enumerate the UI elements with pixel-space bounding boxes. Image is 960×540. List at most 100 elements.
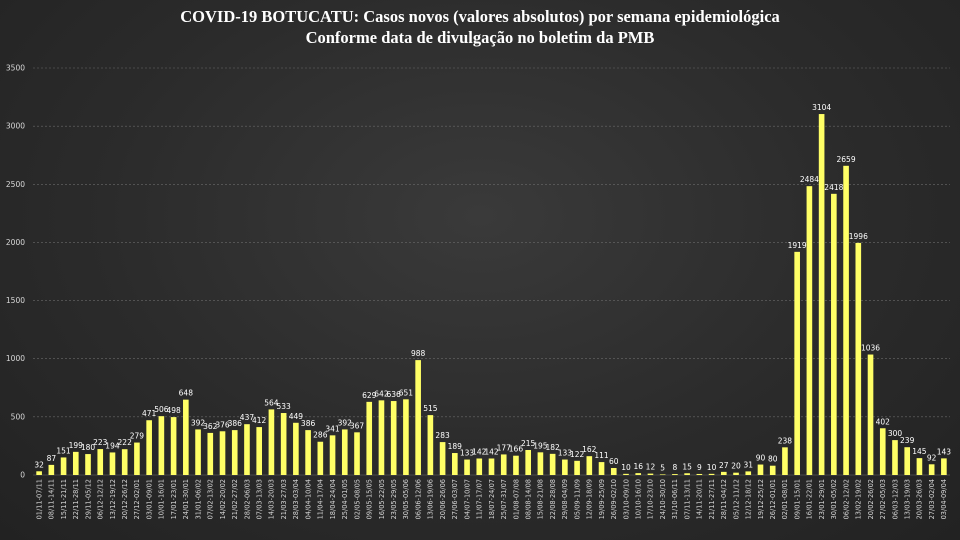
bar-value-label: 471	[142, 409, 157, 418]
bar	[782, 447, 788, 475]
bar-value-label: 988	[411, 349, 426, 358]
x-tick-label: 20/06-26/06	[439, 479, 447, 519]
x-tick-label: 25/04-01/05	[341, 479, 349, 519]
y-tick-label: 3500	[6, 64, 25, 73]
x-tick-label: 16/05-22/05	[378, 479, 386, 519]
x-tick-label: 08/08-14/08	[524, 479, 532, 519]
x-tick-label: 11/04-17/04	[317, 479, 325, 519]
bar-value-label: 189	[448, 442, 463, 451]
bar	[134, 442, 140, 475]
x-tick-label: 21/03-27/03	[280, 479, 288, 519]
y-tick-label: 500	[11, 412, 26, 421]
x-tick-label: 29/08-04/09	[561, 479, 569, 519]
bar-value-label: 367	[350, 421, 365, 430]
x-tick-label: 27/12-02/01	[133, 479, 141, 519]
bar-value-label: 194	[105, 441, 120, 450]
bar-value-label: 362	[203, 422, 218, 431]
bar	[183, 399, 189, 475]
bar	[280, 413, 287, 475]
bar	[684, 473, 690, 475]
x-tick-label: 06/06-12/06	[414, 479, 422, 519]
x-tick-label: 23/01-29/01	[818, 479, 826, 519]
bar-value-label: 143	[937, 447, 952, 456]
bar-value-label: 92	[927, 453, 937, 462]
bar	[390, 401, 397, 475]
chart-title: COVID-19 BOTUCATU: Casos novos (valores …	[180, 7, 780, 26]
bar	[843, 165, 849, 476]
bar-value-label: 177	[497, 443, 512, 452]
bar	[97, 449, 104, 475]
bar-value-label: 642	[374, 389, 389, 398]
x-tick-label: 07/03-13/03	[255, 479, 263, 519]
bar-value-label: 87	[47, 454, 57, 463]
bar-value-label: 412	[252, 416, 267, 425]
x-tick-label: 26/12-01/01	[769, 479, 777, 519]
bar	[537, 452, 544, 475]
x-tick-label: 12/12-18/12	[745, 479, 753, 519]
bar-value-label: 60	[609, 457, 619, 466]
x-tick-label: 13/12-19/12	[109, 479, 117, 519]
bar-value-label: 449	[289, 412, 304, 421]
bar	[610, 468, 617, 475]
bar	[427, 415, 434, 475]
bar	[513, 455, 519, 475]
bar-value-label: 300	[888, 429, 903, 438]
bar-value-label: 223	[93, 438, 108, 447]
x-tick-label: 12/09-18/09	[586, 479, 594, 519]
bar	[904, 447, 911, 475]
bar-value-label: 238	[778, 436, 793, 445]
bar	[769, 465, 776, 475]
bar-value-label: 195	[533, 441, 548, 450]
bar	[60, 457, 67, 475]
bar-value-label: 142	[484, 447, 499, 456]
x-tick-label: 18/07-24/07	[488, 479, 496, 519]
x-tick-label: 28/02-06/03	[243, 479, 251, 519]
bar	[855, 242, 862, 475]
bar-value-label: 636	[387, 390, 402, 399]
bar	[672, 474, 678, 475]
y-tick-label: 2500	[6, 180, 25, 189]
x-tick-label: 17/10-23/10	[647, 479, 655, 519]
bar-value-label: 180	[81, 443, 96, 452]
bar	[916, 458, 923, 475]
x-tick-label: 09/05-15/05	[366, 479, 374, 519]
x-tick-label: 30/05-05/06	[402, 479, 410, 519]
bar-value-label: 386	[301, 419, 316, 428]
bar	[293, 422, 299, 475]
x-tick-label: 13/03-19/03	[904, 479, 912, 519]
bar-value-label: 90	[756, 454, 766, 463]
x-tick-label: 05/09-11/09	[573, 479, 581, 519]
bar-value-label: 111	[594, 451, 609, 460]
bar-value-label: 279	[130, 432, 145, 441]
bar-value-label: 32	[34, 460, 44, 469]
bar-value-label: 341	[325, 424, 340, 433]
bar-value-label: 533	[276, 402, 291, 411]
bar	[121, 449, 128, 475]
x-tick-label: 15/11-21/11	[60, 479, 68, 519]
bar-value-label: 648	[179, 389, 194, 398]
bar	[452, 453, 458, 475]
chart-title-block: COVID-19 BOTUCATU: Casos novos (valores …	[0, 6, 960, 48]
bar	[720, 471, 727, 475]
x-tick-label: 13/02-19/02	[855, 479, 863, 519]
bar	[109, 452, 116, 475]
bar-value-label: 437	[240, 413, 255, 422]
bar	[256, 427, 263, 475]
bar	[745, 471, 752, 475]
x-tick-label: 11/07-17/07	[476, 479, 484, 519]
x-tick-label: 27/02-05/03	[879, 479, 887, 519]
chart-subtitle: Conforme data de divulgação no boletim d…	[305, 28, 655, 47]
bar-value-label: 376	[215, 420, 230, 429]
bar-value-label: 133	[460, 449, 475, 458]
x-tick-label: 16/01-22/01	[806, 479, 814, 519]
x-tick-label: 26/09-02/10	[610, 479, 618, 519]
x-tick-label: 05/12-11/12	[732, 479, 740, 519]
x-tick-label: 31/01-06/02	[194, 479, 202, 519]
bar	[195, 429, 201, 475]
bar	[879, 428, 886, 475]
x-tick-label: 01/08-07/08	[512, 479, 520, 519]
x-tick-label: 28/03-03/04	[292, 479, 300, 519]
bar	[623, 473, 629, 475]
x-tick-label: 02/01-08/01	[781, 479, 789, 519]
